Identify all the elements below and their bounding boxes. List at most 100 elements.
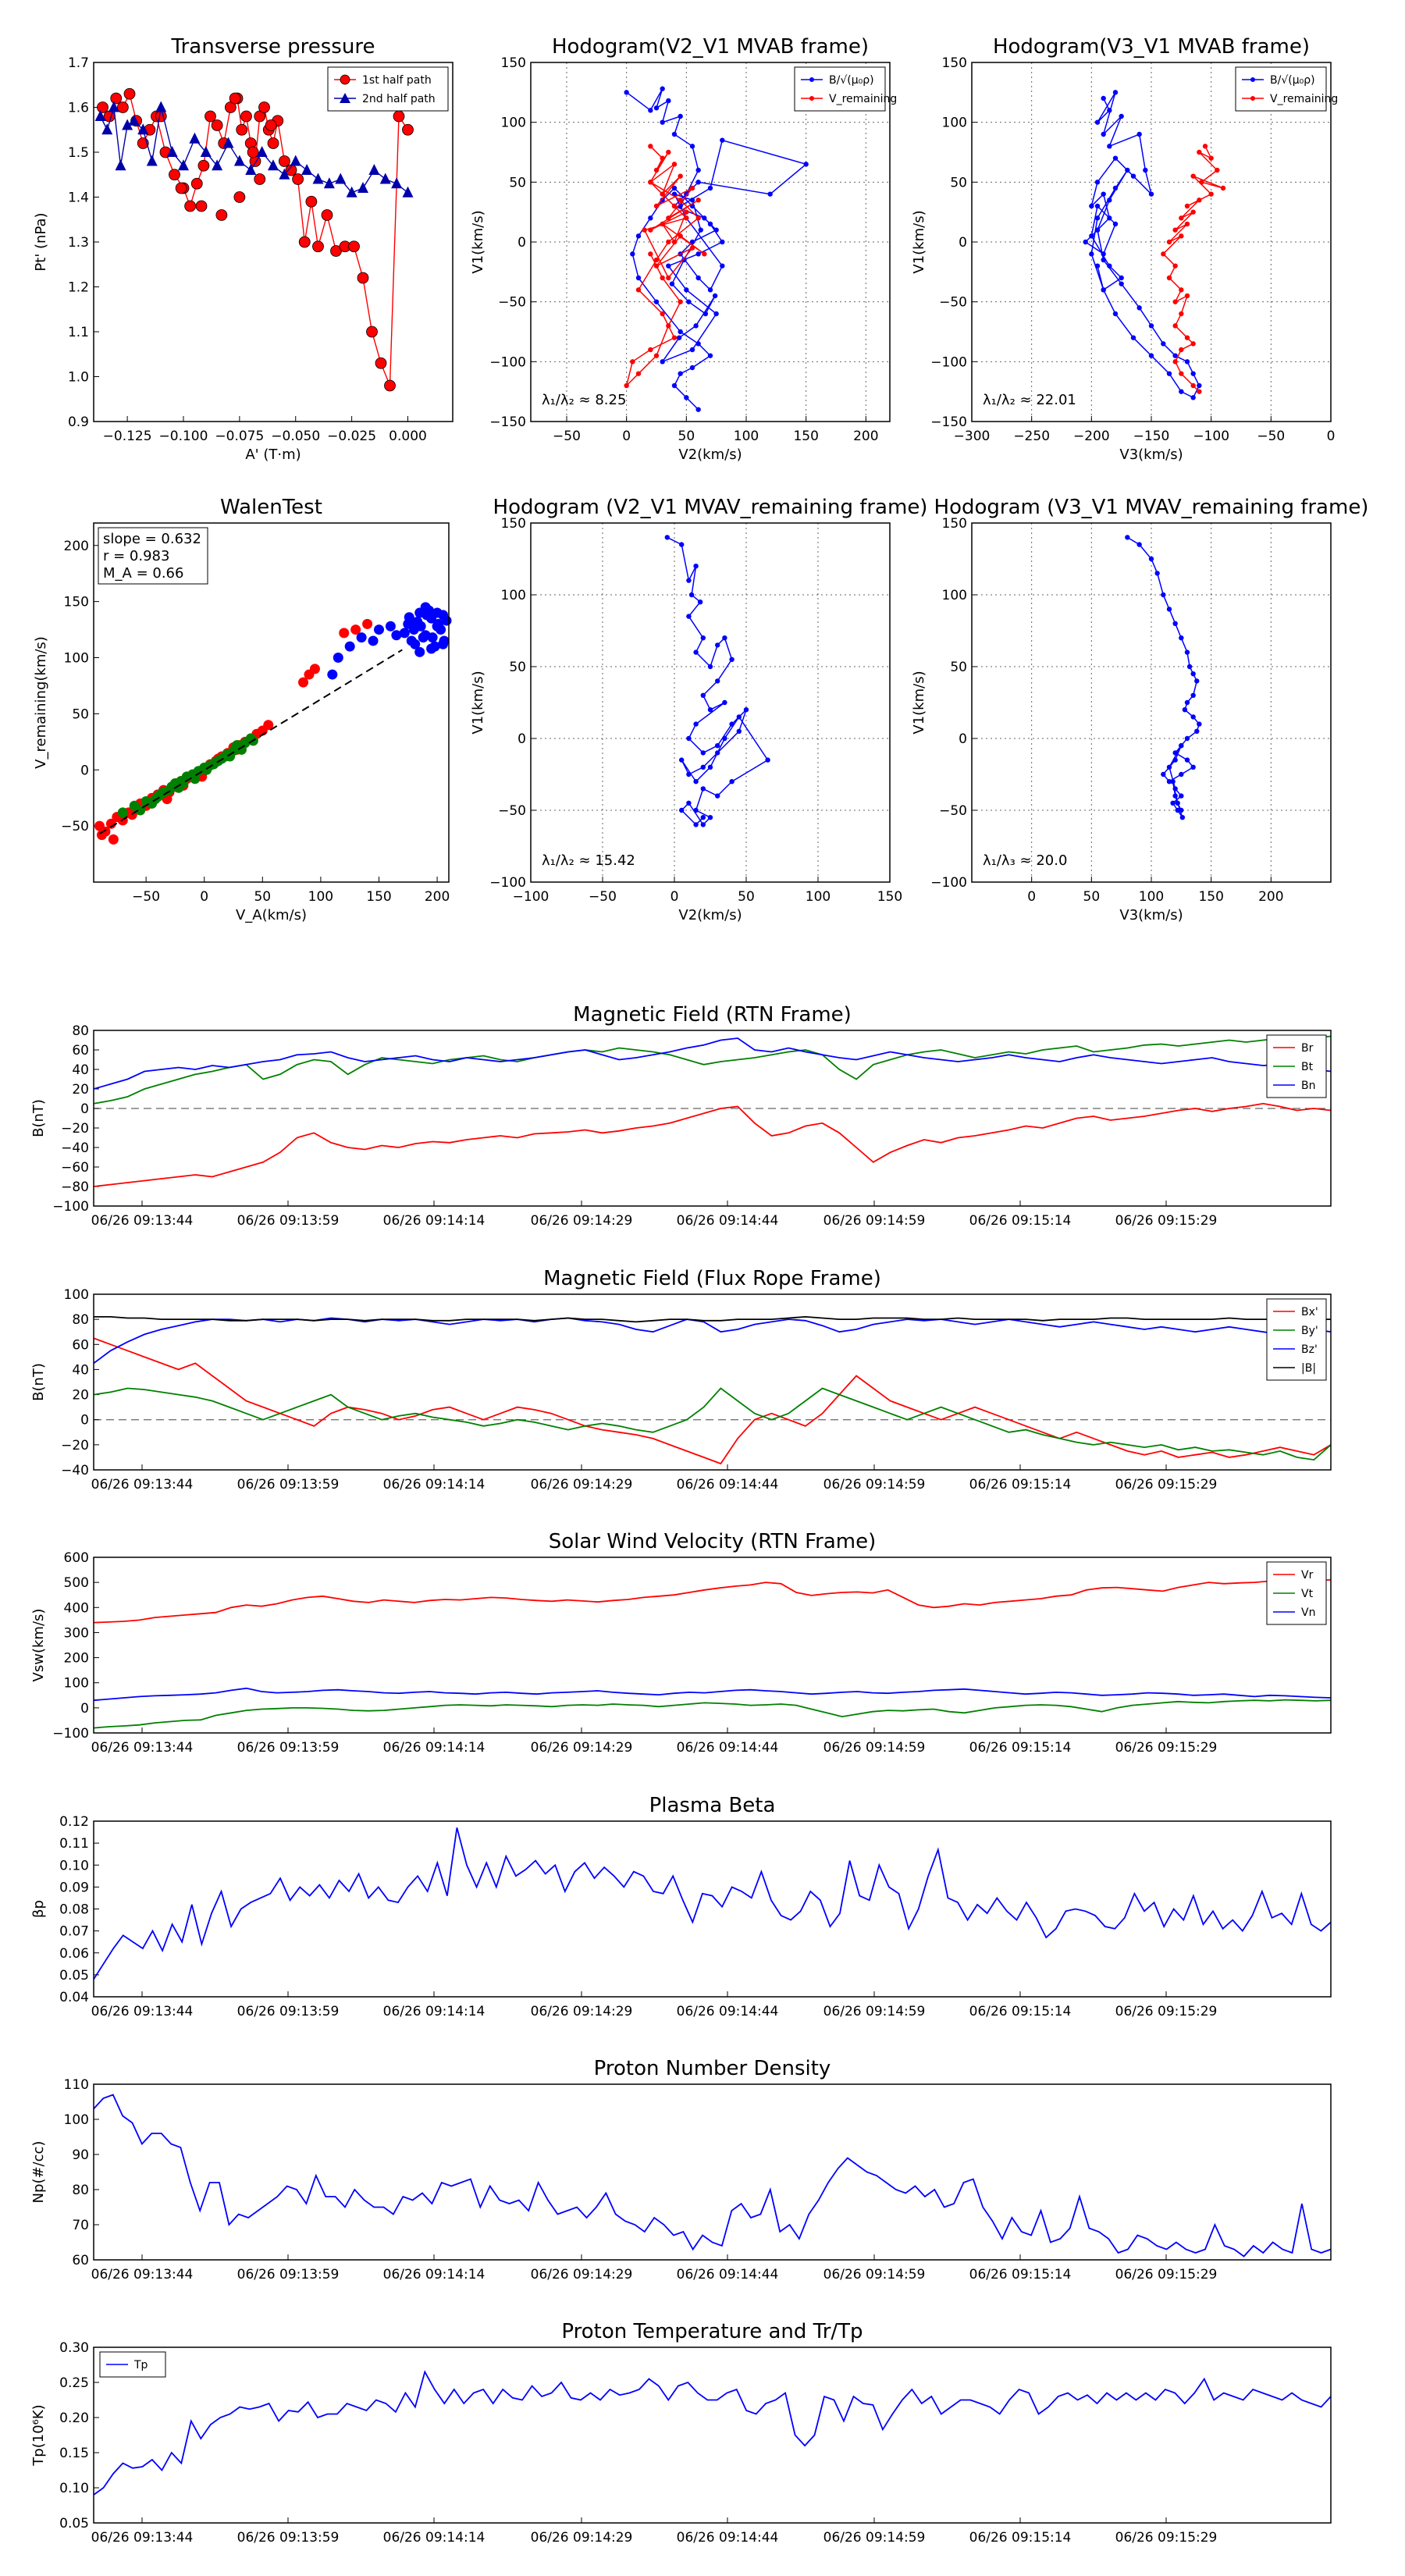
y-tick-label: −100 <box>930 354 967 370</box>
data-point <box>1172 263 1178 269</box>
data-point-blue <box>410 639 421 649</box>
data-point <box>678 233 683 239</box>
panel-title: Hodogram (V2_V1 MVAV_remaining frame) <box>493 496 928 519</box>
data-point-2nd-half <box>108 101 119 112</box>
data-point-1st-half <box>184 200 197 212</box>
data-point <box>684 209 689 215</box>
data-point <box>1179 743 1184 749</box>
x-tick-label: 0 <box>670 889 679 905</box>
data-point <box>660 311 665 317</box>
eigen-ratio-annotation: λ₁/λ₂ ≈ 8.25 <box>542 392 626 408</box>
y-axis-label: V1(km/s) <box>911 210 927 273</box>
panel-title: Hodogram(V2_V1 MVAB frame) <box>552 35 869 59</box>
data-point <box>697 600 703 605</box>
data-point-1st-half <box>205 110 216 123</box>
x-tick-label: −50 <box>132 889 160 905</box>
legend-box <box>1266 1298 1327 1381</box>
data-point-1st-half <box>247 146 259 158</box>
data-point <box>684 395 689 400</box>
plot-area <box>94 1294 1331 1470</box>
data-point <box>1094 263 1101 269</box>
data-point-red <box>105 818 116 829</box>
legend-label: Tp <box>133 2359 148 2371</box>
data-point <box>666 263 671 269</box>
eigen-ratio-annotation: λ₁/λ₃ ≈ 20.0 <box>983 852 1067 869</box>
x-tick-label: −0.125 <box>103 429 152 444</box>
data-point <box>1175 807 1180 813</box>
y-tick-label: 0 <box>518 731 526 747</box>
data-point <box>693 649 699 655</box>
data-point <box>1170 779 1176 785</box>
y-tick-label: 110 <box>64 2077 89 2093</box>
x-tick-label: 06/26 09:13:59 <box>237 1740 340 1756</box>
data-point <box>686 800 692 806</box>
data-point <box>695 275 701 281</box>
data-point-1st-half <box>123 87 136 100</box>
data-point <box>660 197 665 203</box>
y-tick-label: −150 <box>930 415 967 430</box>
series-line-Br <box>93 1102 1332 1187</box>
x-tick-label: 06/26 09:14:44 <box>677 2267 779 2282</box>
data-point <box>702 215 707 221</box>
data-point <box>1136 542 1142 547</box>
x-tick-label: 06/26 09:14:44 <box>677 1740 779 1756</box>
data-point-2nd-half <box>245 164 257 175</box>
data-point <box>1179 347 1184 353</box>
data-point-2nd-half <box>312 173 324 184</box>
data-point <box>1101 251 1106 257</box>
data-point <box>689 365 695 371</box>
series-line-Bx' <box>93 1337 1332 1465</box>
data-point <box>1143 167 1148 173</box>
data-point <box>1190 371 1196 376</box>
x-tick-label: 50 <box>1083 889 1101 905</box>
data-point <box>1119 275 1124 281</box>
data-point-red <box>263 720 274 731</box>
axes-frame <box>93 2347 1332 2524</box>
y-tick-label: 0.25 <box>59 2375 89 2391</box>
data-point <box>689 245 695 251</box>
data-point <box>1094 203 1101 209</box>
data-point <box>671 335 678 340</box>
data-point <box>767 191 773 197</box>
data-point-1st-half <box>357 272 369 284</box>
data-point <box>686 614 692 619</box>
data-point-blue <box>420 602 431 613</box>
x-tick-label: 150 <box>877 889 902 905</box>
data-point-red <box>108 834 119 845</box>
data-point <box>1119 113 1124 119</box>
data-point-green <box>208 759 219 770</box>
data-point-2nd-half <box>233 155 245 166</box>
data-point <box>1184 203 1190 209</box>
data-point <box>648 215 653 221</box>
data-point <box>1125 535 1130 540</box>
data-point <box>653 263 660 269</box>
data-point <box>642 227 647 233</box>
legend-marker <box>340 93 350 103</box>
data-point <box>1172 227 1178 233</box>
x-tick-label: 06/26 09:13:44 <box>91 2004 194 2019</box>
data-point <box>695 180 701 185</box>
x-tick-label: −0.025 <box>327 429 376 444</box>
data-point <box>707 664 713 670</box>
data-point-2nd-half <box>222 137 234 148</box>
data-point <box>700 822 706 827</box>
legend-label: B/√(μ₀ρ) <box>1270 74 1315 87</box>
y-tick-label: 0.9 <box>68 415 89 430</box>
x-tick-label: 06/26 09:14:44 <box>677 1477 779 1493</box>
data-point-2nd-half <box>146 155 158 166</box>
data-point-1st-half <box>116 101 129 113</box>
data-point <box>736 714 742 720</box>
data-point <box>671 162 678 167</box>
data-point <box>1197 197 1202 203</box>
x-tick-label: 0 <box>200 889 208 905</box>
data-point <box>1125 167 1130 173</box>
x-tick-label: 06/26 09:14:29 <box>531 2267 633 2282</box>
legend-marker <box>1250 77 1255 82</box>
data-point <box>653 203 660 209</box>
data-point <box>648 227 653 233</box>
data-point <box>1083 239 1088 245</box>
data-point <box>1190 692 1196 698</box>
data-point <box>707 707 713 713</box>
data-point-1st-half <box>155 110 167 123</box>
y-tick-label: 80 <box>72 2183 89 2198</box>
